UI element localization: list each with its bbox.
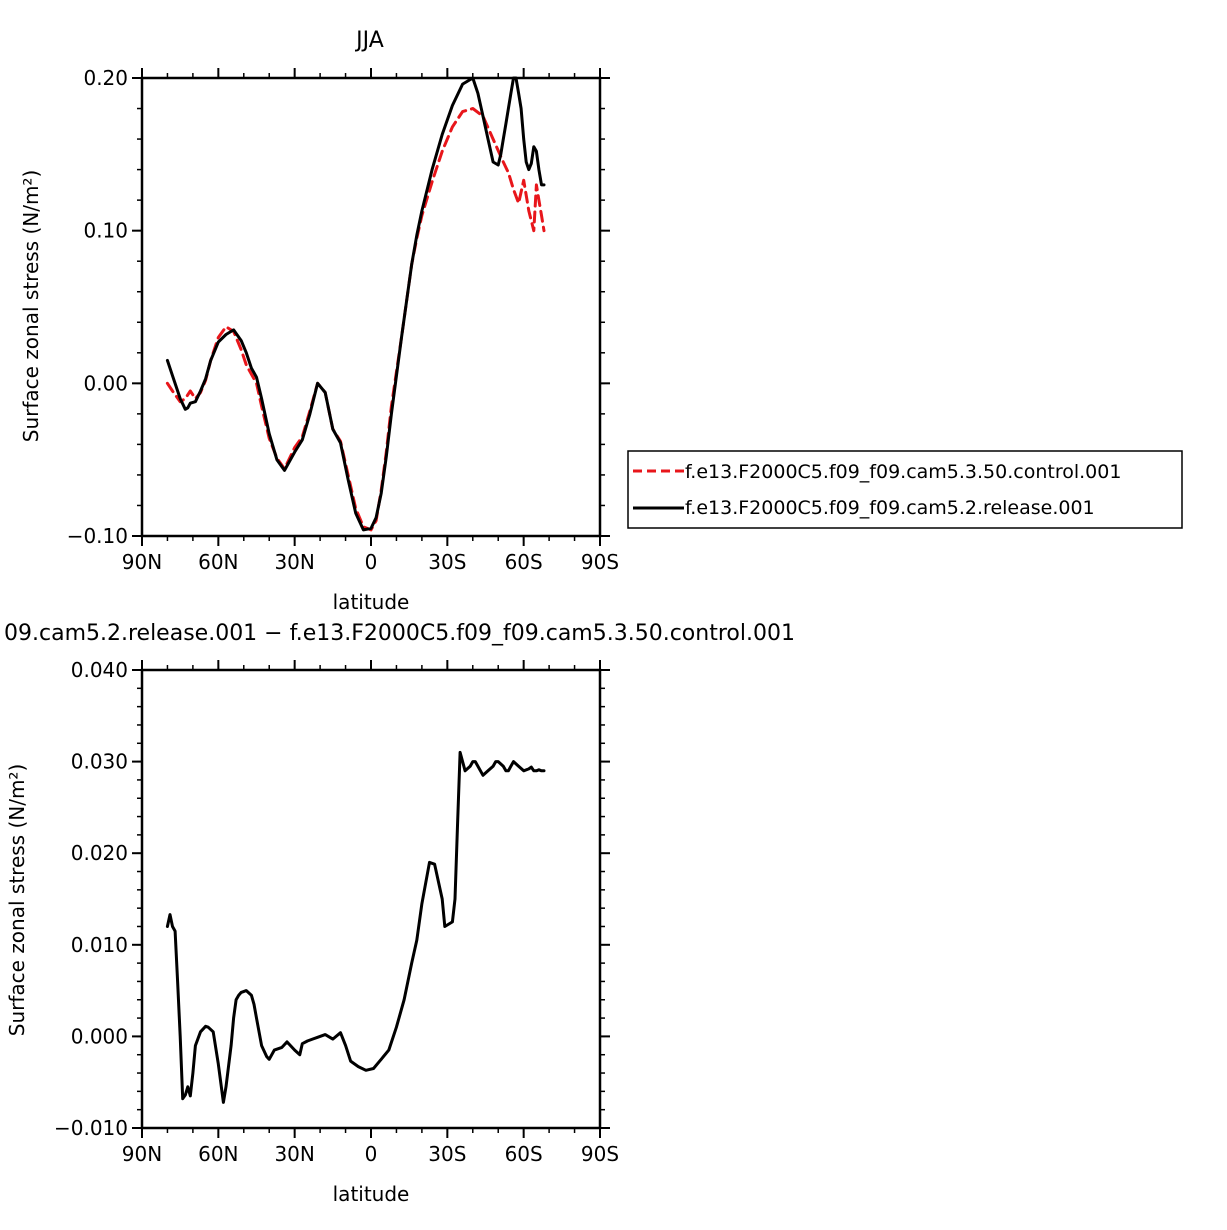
x-tick-label: 0 (365, 550, 378, 574)
top-panel-frame (140, 76, 602, 538)
legend-label-release: f.e13.F2000C5.f09_f09.cam5.2.release.001 (685, 497, 1095, 519)
x-tick-label: 0 (365, 1142, 378, 1166)
x-tick-label: 30S (428, 550, 466, 574)
top-panel-ticks: 90N 60N 30N 0 30S 60S 90S −0.10 0.00 0.10 0.20 (67, 66, 619, 574)
y-tick-label: 0.10 (83, 219, 128, 243)
top-panel-ylabel: Surface zonal stress (N/m²) (19, 170, 43, 442)
x-tick-label: 60S (505, 550, 543, 574)
x-tick-label: 90N (122, 550, 162, 574)
x-tick-label: 60N (198, 1142, 238, 1166)
y-tick-label: 0.00 (83, 371, 128, 395)
y-tick-label: 0.000 (71, 1024, 128, 1048)
y-tick-label: −0.10 (67, 524, 128, 548)
bottom-panel-xlabel: latitude (333, 1182, 410, 1206)
y-tick-label: −0.010 (54, 1116, 128, 1140)
series-line-0 (165, 107, 546, 532)
legend-box (627, 450, 1183, 529)
bottom-panel-ylabel: Surface zonal stress (N/m²) (5, 764, 29, 1036)
x-tick-label: 30S (428, 1142, 466, 1166)
series-line-1 (165, 76, 546, 532)
y-tick-label: 0.20 (83, 66, 128, 90)
legend: f.e13.F2000C5.f09_f09.cam5.3.50.control.… (627, 450, 1183, 529)
bottom-panel-frame (140, 668, 602, 1130)
x-tick-label: 30N (274, 550, 314, 574)
y-tick-label: 0.030 (71, 750, 128, 774)
bottom-panel-lines (165, 750, 546, 1104)
legend-label-control: f.e13.F2000C5.f09_f09.cam5.3.50.control.… (685, 461, 1121, 483)
x-tick-label: 90N (122, 1142, 162, 1166)
x-tick-label: 30N (274, 1142, 314, 1166)
y-tick-label: 0.010 (71, 933, 128, 957)
top-panel-xlabel: latitude (333, 590, 410, 614)
top-panel-title: JJA (354, 28, 384, 53)
top-panel: JJA Surface zonal stress (N/m²) latitude… (19, 28, 619, 614)
y-tick-label: 0.040 (71, 658, 128, 682)
x-tick-label: 90S (581, 550, 619, 574)
bottom-panel-title: 09.cam5.2.release.001 − f.e13.F2000C5.f0… (4, 621, 795, 646)
x-tick-label: 60N (198, 550, 238, 574)
top-panel-lines (165, 76, 546, 532)
x-tick-label: 60S (505, 1142, 543, 1166)
bottom-panel: 09.cam5.2.release.001 − f.e13.F2000C5.f0… (4, 621, 795, 1206)
x-tick-label: 90S (581, 1142, 619, 1166)
y-tick-label: 0.020 (71, 841, 128, 865)
bottom-panel-ticks: 90N 60N 30N 0 30S 60S 90S −0.010 0.000 0.010 0.020… (54, 658, 619, 1166)
series-line-0 (165, 750, 546, 1104)
